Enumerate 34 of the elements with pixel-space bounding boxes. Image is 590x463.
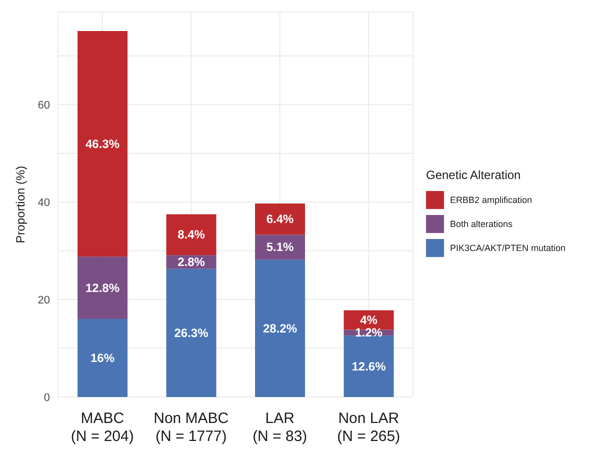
data-label: 4% xyxy=(360,313,378,327)
legend-label: PIK3CA/AKT/PTEN mutation xyxy=(450,243,566,253)
data-label: 6.4% xyxy=(266,212,294,226)
bar xyxy=(78,319,128,397)
data-label: 16% xyxy=(90,351,115,366)
x-tick-label: MABC (N = 204) xyxy=(70,410,134,445)
y-tick-label: 60 xyxy=(38,100,50,112)
bar xyxy=(166,268,216,397)
y-tick-label: 20 xyxy=(38,294,50,306)
data-label: 8.4% xyxy=(178,228,206,242)
legend-title: Genetic Alteration xyxy=(426,168,522,182)
data-label: 2.8% xyxy=(178,255,206,270)
bar xyxy=(78,31,128,257)
legend-label: Both alterations xyxy=(450,219,513,229)
y-tick-label: 0 xyxy=(44,392,50,404)
bar xyxy=(255,260,306,397)
x-tick-label: LAR (N = 83) xyxy=(252,410,308,445)
x-tick-label: Non LAR (N = 265) xyxy=(337,410,400,445)
legend-label: ERBB2 amplification xyxy=(450,195,532,205)
y-tick-label: 40 xyxy=(38,196,50,209)
bar xyxy=(166,214,216,256)
x-tick-label: Non MABC (N = 1777) xyxy=(154,410,229,445)
data-label: 12.8% xyxy=(86,280,120,295)
bar xyxy=(344,336,394,397)
data-label: 12.6% xyxy=(352,359,386,374)
bar xyxy=(255,234,306,260)
bar xyxy=(78,256,128,320)
data-label: 28.2% xyxy=(263,321,298,336)
y-axis-title: Proportion (%) xyxy=(13,166,28,244)
data-label: 1.2% xyxy=(355,326,383,340)
data-label: 5.1% xyxy=(266,240,294,254)
data-label: 26.3% xyxy=(174,326,209,340)
data-label: 46.3% xyxy=(86,136,120,151)
bar xyxy=(255,204,306,235)
